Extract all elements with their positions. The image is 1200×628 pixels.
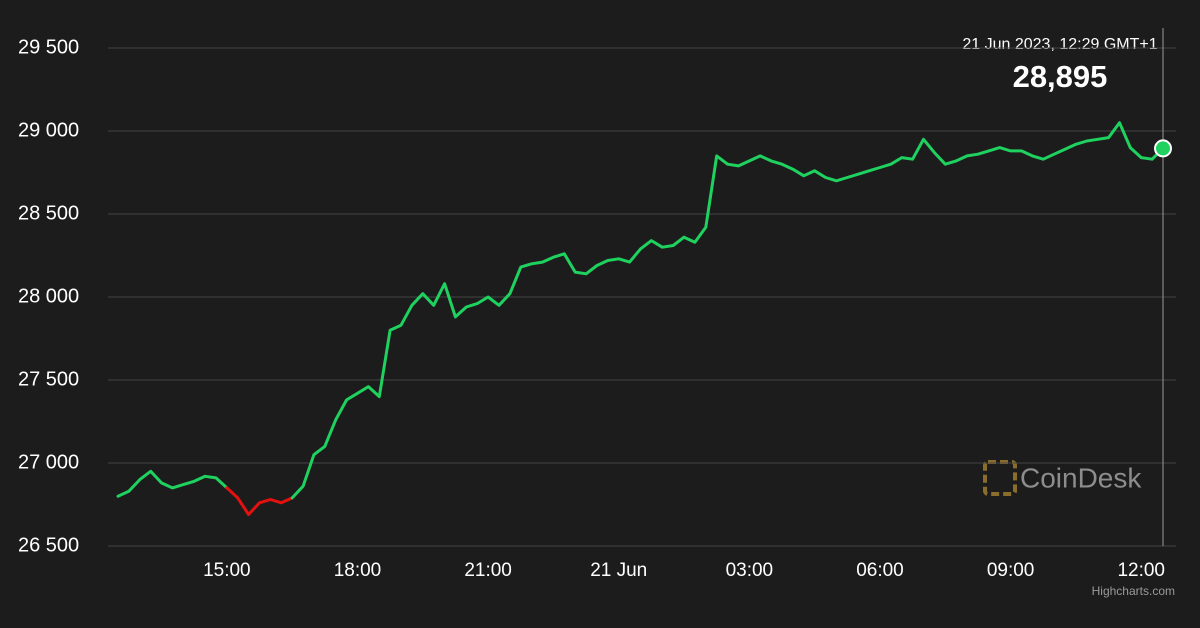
y-tick-label: 27 000 [18, 451, 79, 473]
y-tick-label: 27 500 [18, 368, 79, 390]
tooltip-date: 21 Jun 2023, 12:29 GMT+1 [962, 36, 1157, 53]
y-tick-label: 28 000 [18, 285, 79, 307]
tooltip-marker [1154, 139, 1172, 158]
x-tick-label: 06:00 [856, 560, 904, 581]
x-tick-label: 09:00 [987, 560, 1035, 581]
price-line [225, 486, 294, 516]
watermark-text: CoinDesk [1020, 462, 1142, 493]
y-tick-label: 26 500 [18, 534, 79, 556]
x-tick-label: 03:00 [726, 560, 774, 581]
x-tick-label: 21:00 [464, 560, 512, 581]
price-line [116, 469, 229, 498]
y-tick-label: 29 500 [18, 36, 79, 58]
x-tick-label: 12:00 [1117, 560, 1165, 581]
watermark: CoinDesk [983, 460, 1142, 496]
watermark-icon [983, 460, 1017, 496]
price-line [290, 121, 1165, 500]
y-tick-label: 29 000 [18, 119, 79, 141]
x-tick-label: 21 Jun [590, 560, 647, 581]
tooltip-value: 28,895 [1013, 59, 1108, 94]
credits: Highcharts.com [1092, 584, 1175, 598]
x-tick-label: 18:00 [334, 560, 382, 581]
y-tick-label: 28 500 [18, 202, 79, 224]
x-tick-label: 15:00 [203, 560, 251, 581]
